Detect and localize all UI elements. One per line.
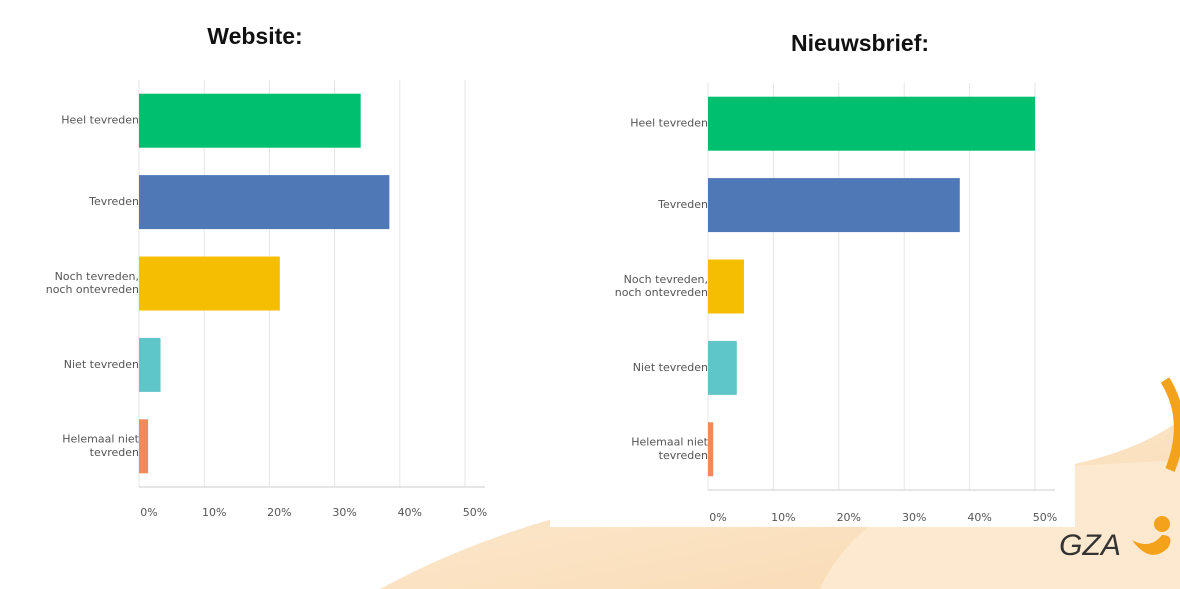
x-tick-label: 50%	[463, 506, 487, 519]
bar	[139, 175, 390, 230]
bar	[708, 178, 960, 233]
bar	[708, 96, 1035, 151]
x-tick-label: 40%	[398, 506, 422, 519]
logo-text: GZA	[1059, 529, 1121, 562]
y-tick-label: Heel tevreden	[630, 117, 708, 130]
y-tick-label: Noch tevreden, noch ontevreden	[615, 273, 708, 299]
chart-title: Website:	[207, 23, 302, 49]
y-tick-label: Noch tevreden, noch ontevreden	[46, 270, 139, 296]
x-tick-label: 30%	[902, 511, 926, 524]
background-swirl	[1160, 377, 1180, 472]
x-tick-label: 0%	[709, 511, 726, 524]
y-tick-label: Niet tevreden	[64, 358, 139, 371]
panel	[550, 0, 1075, 527]
y-tick-label: Helemaal niet tevreden	[62, 433, 139, 459]
y-tick-label: Heel tevreden	[61, 114, 139, 127]
bar	[708, 259, 744, 314]
bar	[708, 422, 714, 477]
x-tick-label: 30%	[332, 506, 356, 519]
x-tick-label: 20%	[837, 511, 861, 524]
x-tick-label: 20%	[267, 506, 291, 519]
bar	[139, 256, 280, 311]
bar	[139, 93, 361, 148]
bar	[139, 419, 149, 474]
x-tick-label: 0%	[140, 506, 157, 519]
x-tick-label: 50%	[1033, 511, 1057, 524]
x-tick-label: 10%	[771, 511, 795, 524]
y-tick-label: Helemaal niet tevreden	[631, 436, 708, 462]
bar	[139, 337, 161, 392]
y-tick-label: Tevreden	[88, 195, 139, 208]
logo-icon	[1132, 535, 1171, 555]
bar	[708, 340, 737, 395]
x-tick-label: 40%	[967, 511, 991, 524]
x-tick-label: 10%	[202, 506, 226, 519]
y-tick-label: Tevreden	[657, 198, 708, 211]
chart-title: Nieuwsbrief:	[791, 30, 929, 56]
logo-icon	[1154, 516, 1170, 532]
y-tick-label: Niet tevreden	[633, 361, 708, 374]
